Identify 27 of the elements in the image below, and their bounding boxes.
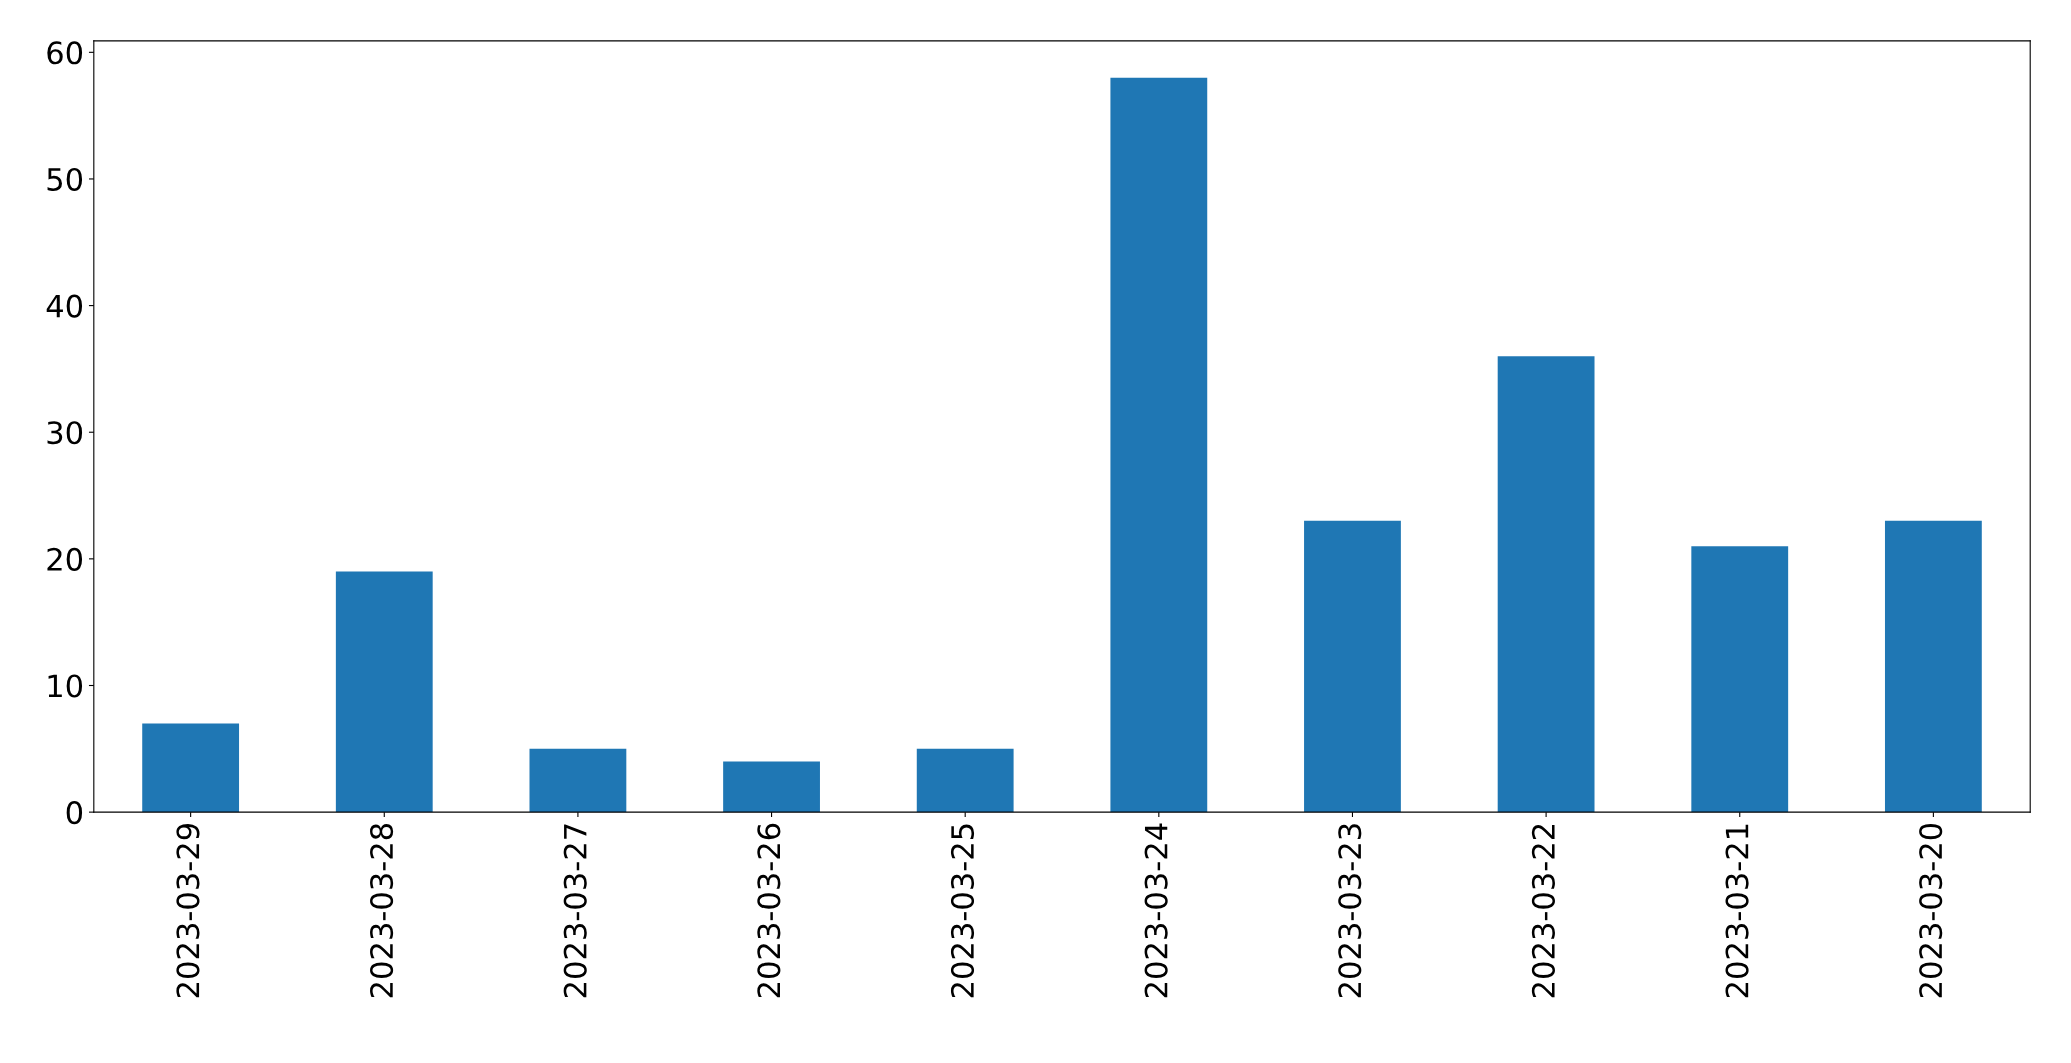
bar [1304,520,1401,813]
bar [1110,77,1208,813]
x-tick-label: 2023-03-29 [176,824,200,998]
y-tick-label: 10 [48,674,83,698]
y-tick-label: 40 [46,294,83,318]
y-tick-label: 20 [47,547,83,571]
y-tick-label: 50 [47,167,83,191]
x-tick-label: 2023-03-20 [1919,823,1943,998]
x-tick-label: 2023-03-25 [950,824,975,998]
x-tick-label: 2023-03-26 [757,823,781,998]
bar [142,723,240,813]
bar [1884,520,1982,813]
bar [1497,356,1595,813]
x-tick-label: 2023-03-28 [370,823,394,998]
y-tick-label: 30 [47,421,83,445]
y-tick-label: 60 [47,41,83,65]
x-tick-label: 2023-03-21 [1725,824,1749,998]
bar [723,761,820,813]
x-tick-label: 2023-03-27 [563,824,587,998]
x-tick-label: 2023-03-24 [1144,823,1168,998]
y-tick-label: 0 [66,801,83,825]
x-tick-label: 2023-03-22 [1531,824,1555,998]
x-tick-label: 2023-03-23 [1338,824,1362,998]
bar [916,748,1014,813]
bar [1691,546,1789,813]
bar [529,748,627,813]
bar [335,571,433,813]
